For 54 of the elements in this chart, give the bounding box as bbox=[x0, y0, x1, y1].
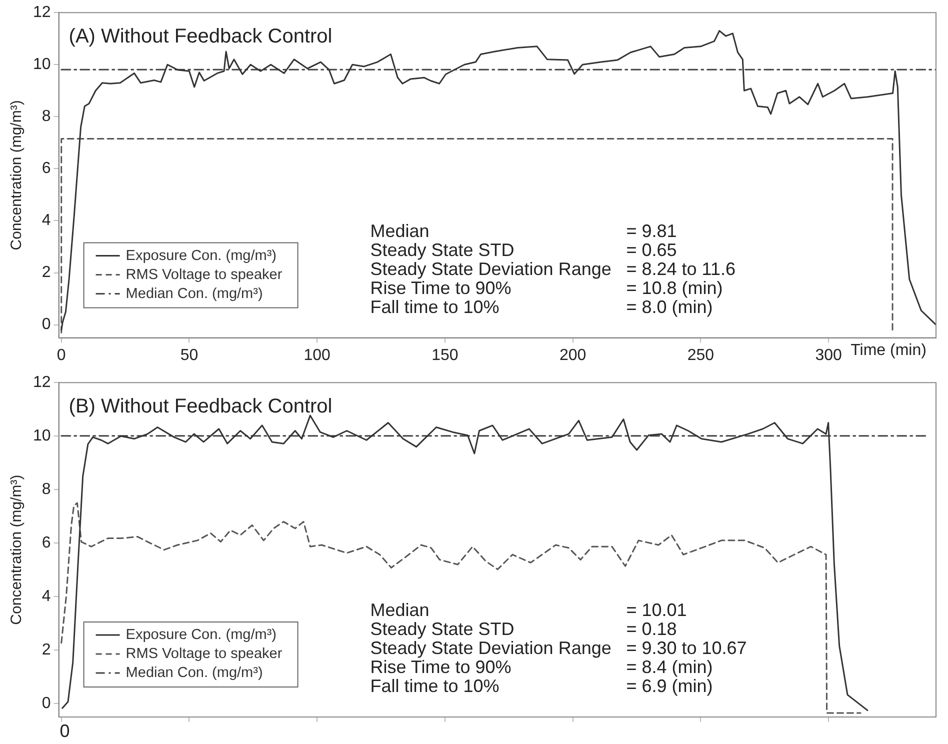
annotation: = 6.9 (min) bbox=[626, 676, 713, 696]
x-axis-title: Time (min) bbox=[850, 342, 926, 360]
legend-label: Median Con. (mg/m³) bbox=[126, 286, 263, 302]
legend-label: RMS Voltage to speaker bbox=[126, 646, 282, 662]
y-tick-label: 10 bbox=[33, 428, 51, 445]
annotation: Steady State STD bbox=[370, 619, 514, 639]
annotation: = 8.0 (min) bbox=[626, 296, 713, 317]
y-tick-label: 0 bbox=[42, 316, 51, 334]
y-axis-title: Concentration (mg/m³) bbox=[8, 100, 26, 250]
y-tick-label: 2 bbox=[42, 642, 51, 659]
y-tick-label: 12 bbox=[33, 4, 51, 22]
y-tick-label: 2 bbox=[42, 264, 51, 282]
y-tick-label: 6 bbox=[42, 160, 51, 178]
text: 0 bbox=[60, 720, 70, 741]
y-tick-label: 12 bbox=[33, 374, 51, 392]
annotation: = 10.8 (min) bbox=[626, 278, 723, 298]
annotation: Steady State STD bbox=[370, 240, 514, 260]
x-tick-label: 200 bbox=[559, 346, 586, 364]
annotation: = 10.01 bbox=[626, 600, 687, 620]
annotation: = 9.81 bbox=[626, 220, 677, 241]
x-tick-label: 50 bbox=[180, 346, 198, 364]
annotation: = 0.65 bbox=[626, 240, 677, 260]
legend-label: RMS Voltage to speaker bbox=[126, 266, 282, 283]
annotation: Steady State Deviation Range bbox=[370, 638, 612, 658]
annotation: = 8.4 (min) bbox=[626, 657, 713, 677]
x-tick-label: 300 bbox=[815, 346, 842, 364]
annotation: Rise Time to 90% bbox=[370, 657, 512, 677]
annotation: Median bbox=[370, 220, 430, 241]
y-tick-label: 4 bbox=[42, 588, 51, 606]
text: (A) Without Feedback Control bbox=[68, 26, 332, 48]
annotation: = 0.18 bbox=[626, 619, 677, 639]
y-tick-label: 4 bbox=[42, 212, 51, 230]
x-tick-label: 250 bbox=[687, 346, 714, 364]
x-tick-label: 100 bbox=[304, 346, 331, 364]
text: (B) Without Feedback Control bbox=[68, 396, 332, 418]
y-tick-label: 10 bbox=[33, 56, 51, 74]
line-series bbox=[60, 502, 862, 714]
annotation: Median bbox=[370, 600, 430, 620]
annotation: Steady State Deviation Range bbox=[370, 258, 612, 279]
annotation: = 9.30 to 10.67 bbox=[626, 638, 747, 658]
annotation: Rise Time to 90% bbox=[370, 278, 512, 298]
annotation: Fall time to 10% bbox=[370, 296, 500, 317]
legend-label: Exposure Con. (mg/m³) bbox=[126, 248, 276, 264]
y-tick-label: 8 bbox=[42, 481, 51, 498]
legend-label: Median Con. (mg/m³) bbox=[126, 665, 263, 681]
x-tick-label: 0 bbox=[56, 346, 66, 364]
y-tick-label: 8 bbox=[42, 108, 51, 126]
annotation: = 8.24 to 11.6 bbox=[626, 258, 736, 279]
y-axis-title: Concentration (mg/m³) bbox=[8, 474, 26, 625]
annotation: Fall time to 10% bbox=[370, 676, 500, 696]
x-tick-label: 150 bbox=[432, 346, 458, 364]
legend-label: Exposure Con. (mg/m³) bbox=[126, 627, 276, 643]
y-tick-label: 0 bbox=[42, 695, 51, 712]
y-tick-label: 6 bbox=[42, 534, 51, 552]
